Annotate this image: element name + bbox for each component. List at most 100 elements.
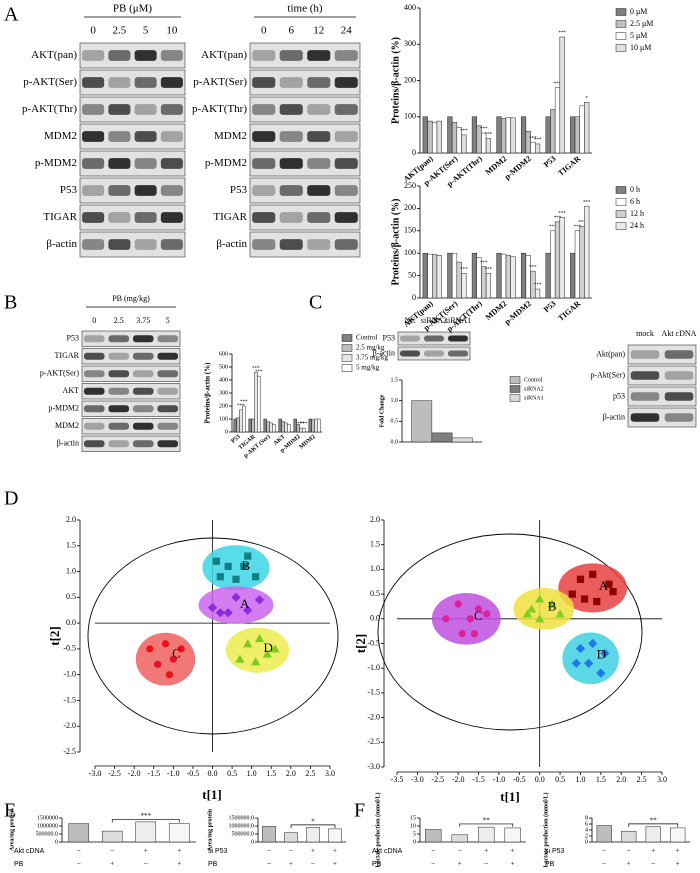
bar: [451, 437, 473, 443]
legend-swatch: [509, 394, 521, 402]
bar: [451, 834, 468, 843]
blot-band: [307, 104, 331, 115]
blot-band: [160, 131, 183, 142]
point: [589, 570, 597, 578]
blot-row-label: AKT(pan): [31, 49, 77, 61]
blot-band: [82, 212, 105, 223]
condition-symbol: +: [289, 860, 293, 868]
bar: [236, 417, 240, 433]
condition-symbol: +: [627, 860, 631, 868]
blot-band: [134, 104, 157, 115]
condition-symbol: +: [484, 847, 488, 855]
bar: [431, 432, 453, 443]
blot-band: [664, 371, 694, 380]
x-tick-label: 1.0: [575, 775, 585, 784]
blot-band: [252, 131, 276, 142]
y-tick-label: 0: [251, 839, 254, 845]
x-tick-label: -2.5: [108, 769, 121, 778]
point: [223, 608, 233, 618]
blot-band: [334, 239, 358, 250]
blot-band: [108, 77, 131, 88]
significance-bracket: [111, 819, 180, 823]
point: [207, 603, 218, 613]
point: [522, 609, 533, 618]
y-axis-label: t[2]: [47, 626, 62, 646]
bar: [287, 423, 291, 433]
y-tick-label: 0.0: [370, 614, 380, 623]
y-tick-label: 1.0: [370, 564, 380, 573]
y-tick-label: 0: [585, 839, 588, 845]
condition-symbol: +: [651, 847, 655, 855]
blot-band: [334, 131, 358, 142]
legend-label: 2.5 mg/kg: [356, 344, 385, 352]
blot-band: [252, 212, 276, 223]
group-ellipse: [198, 586, 274, 624]
y-tick-label: 6: [585, 821, 588, 827]
blot-row-label: MDM2: [214, 130, 247, 142]
bar: [284, 832, 298, 843]
significance-bracket: [628, 823, 679, 827]
lane-label: NC: [404, 316, 415, 325]
group-label: C: [474, 608, 483, 623]
blot-row-label: P53: [60, 184, 78, 196]
point: [243, 605, 253, 615]
condition-symbol: –: [110, 847, 115, 855]
blot-band: [279, 77, 303, 88]
legend-swatch: [509, 385, 521, 393]
y-tick-label: 600: [219, 351, 228, 357]
bar: [432, 121, 438, 154]
legend-label: Control: [524, 377, 543, 383]
blot-band: [108, 352, 130, 360]
blot-band: [279, 104, 303, 115]
blot-band: [160, 77, 183, 88]
bar: [461, 134, 467, 154]
lane-label: 12: [313, 25, 324, 37]
lane-label: 0: [92, 316, 96, 325]
blot-band: [82, 239, 105, 250]
legend-label: siRNA1: [524, 395, 544, 401]
blot-band: [82, 50, 105, 61]
blot-row-label: p53: [613, 391, 625, 400]
blot-band: [157, 352, 179, 360]
blot-band: [82, 158, 105, 169]
condition-symbol: –: [602, 847, 607, 855]
bar: [266, 421, 270, 433]
y-tick-label: 0.5: [391, 419, 399, 425]
condition-symbol: –: [288, 847, 293, 855]
point: [154, 660, 162, 668]
blot-band: [82, 77, 105, 88]
blot-row-label: MDM2: [44, 130, 77, 142]
bar: [584, 205, 590, 299]
blot-band: [108, 158, 131, 169]
panel-label: A: [4, 4, 19, 26]
blot-band: [664, 392, 694, 401]
condition-symbol: –: [651, 860, 656, 868]
bar: [422, 116, 428, 154]
y-tick-label: 1.5: [370, 540, 380, 549]
bar: [425, 829, 442, 843]
y-tick-label: -1.0: [63, 669, 76, 678]
bar: [284, 422, 288, 433]
blot-strip: [81, 400, 181, 417]
significance: *: [585, 96, 588, 101]
y-tick-label: 0: [413, 839, 416, 845]
x-tick-label: 2.5: [305, 769, 315, 778]
y-tick-label: 0.0: [66, 618, 76, 627]
blot-band: [108, 370, 130, 378]
group-ellipse: [562, 632, 619, 685]
legend-label: 12 h: [630, 209, 644, 218]
bar: [314, 418, 318, 433]
blot-row-label: MDM2: [55, 421, 79, 430]
blot-band: [160, 104, 183, 115]
blot-band: [630, 413, 660, 422]
blot-band: [134, 212, 157, 223]
lane-label: 10: [166, 25, 178, 37]
y-tick-label: -2.0: [63, 721, 76, 730]
x-tick-label: 3.0: [325, 769, 335, 778]
significance: ***: [549, 225, 557, 230]
y-tick-label: 1.0: [66, 566, 76, 575]
blot-row-label: p-AKT(Ser): [23, 76, 77, 88]
bar: [447, 252, 453, 299]
legend-swatch: [341, 354, 353, 362]
bar: [584, 102, 590, 154]
